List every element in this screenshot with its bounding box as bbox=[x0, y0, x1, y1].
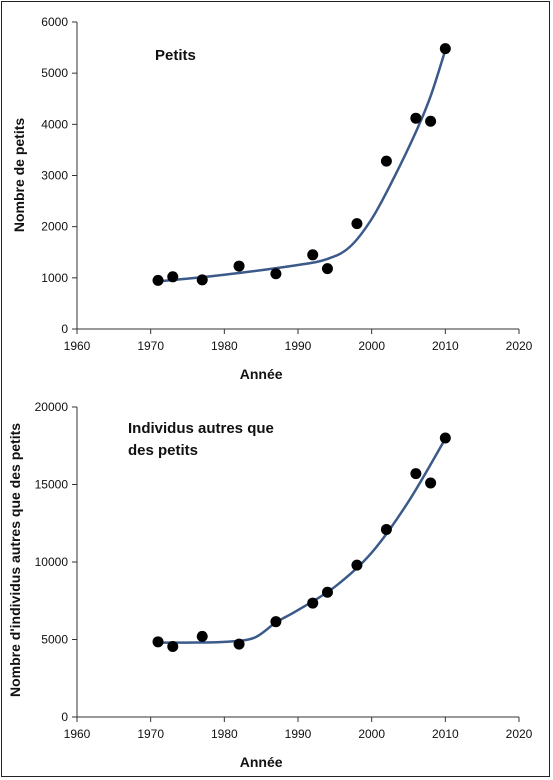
chart-title: Petits bbox=[155, 47, 196, 64]
y-tick-label: 10000 bbox=[35, 555, 69, 569]
x-tick-label: 2020 bbox=[506, 339, 533, 353]
x-tick-label: 1960 bbox=[64, 339, 91, 353]
x-tick-label: 1960 bbox=[64, 727, 91, 741]
data-point bbox=[233, 638, 245, 650]
trend-line bbox=[156, 48, 447, 283]
y-tick-label: 5000 bbox=[41, 633, 68, 647]
data-point bbox=[380, 523, 392, 535]
data-point bbox=[439, 432, 451, 444]
x-tick-label: 2010 bbox=[432, 339, 459, 353]
trend-line bbox=[156, 437, 447, 644]
x-axis-label: Année bbox=[240, 366, 283, 382]
y-tick-label: 15000 bbox=[35, 478, 69, 492]
x-axis-label: Année bbox=[240, 754, 283, 770]
x-tick-label: 2000 bbox=[358, 339, 385, 353]
x-tick-label: 1980 bbox=[211, 339, 238, 353]
y-tick-label: 4000 bbox=[41, 117, 68, 131]
chart-title-line: Individus autres que bbox=[128, 420, 274, 437]
x-tick-label: 1990 bbox=[285, 339, 312, 353]
data-point bbox=[167, 640, 179, 652]
data-point bbox=[152, 274, 164, 286]
data-point bbox=[380, 155, 392, 167]
data-point bbox=[425, 115, 437, 127]
y-tick-label: 0 bbox=[61, 322, 68, 336]
chart-panel-2: 1960 1970 1980 1990 2000 2010 2020 0 5000 10000 15… bbox=[7, 400, 533, 770]
y-tick-label: 5000 bbox=[41, 66, 68, 80]
data-point bbox=[152, 636, 164, 648]
x-tick-label: 1970 bbox=[137, 727, 164, 741]
x-tick-label: 2000 bbox=[358, 727, 385, 741]
x-tick-label: 1970 bbox=[137, 339, 164, 353]
data-point bbox=[410, 468, 422, 480]
data-point bbox=[410, 112, 422, 124]
data-point bbox=[425, 477, 437, 489]
data-point bbox=[351, 218, 363, 230]
y-tick-label: 6000 bbox=[41, 15, 68, 29]
y-tick-label: 1000 bbox=[41, 271, 68, 285]
data-point bbox=[196, 274, 208, 286]
data-point bbox=[233, 260, 245, 272]
data-point bbox=[439, 43, 451, 55]
data-point bbox=[351, 559, 363, 571]
data-point bbox=[321, 263, 333, 275]
chart-title-line: des petits bbox=[128, 442, 198, 459]
y-tick-label: 0 bbox=[61, 710, 68, 724]
data-point bbox=[270, 616, 282, 628]
data-point bbox=[196, 630, 208, 642]
data-point bbox=[307, 249, 319, 261]
y-tick-label: 3000 bbox=[41, 169, 68, 183]
data-point bbox=[321, 586, 333, 598]
y-tick-label: 2000 bbox=[41, 220, 68, 234]
data-point bbox=[270, 268, 282, 280]
chart-panel-1: 1960 1970 1980 1990 2000 2010 2020 0 1000 2000 300… bbox=[11, 15, 533, 382]
x-tick-label: 2010 bbox=[432, 727, 459, 741]
x-tick-label: 1980 bbox=[211, 727, 238, 741]
y-tick-label: 20000 bbox=[35, 400, 69, 414]
x-tick-label: 1990 bbox=[285, 727, 312, 741]
x-tick-label: 2020 bbox=[506, 727, 533, 741]
y-axis-label: Nombre d'individus autres que des petits bbox=[7, 423, 23, 697]
data-point bbox=[167, 271, 179, 283]
data-point bbox=[307, 597, 319, 609]
y-axis-label: Nombre de petits bbox=[11, 118, 27, 233]
